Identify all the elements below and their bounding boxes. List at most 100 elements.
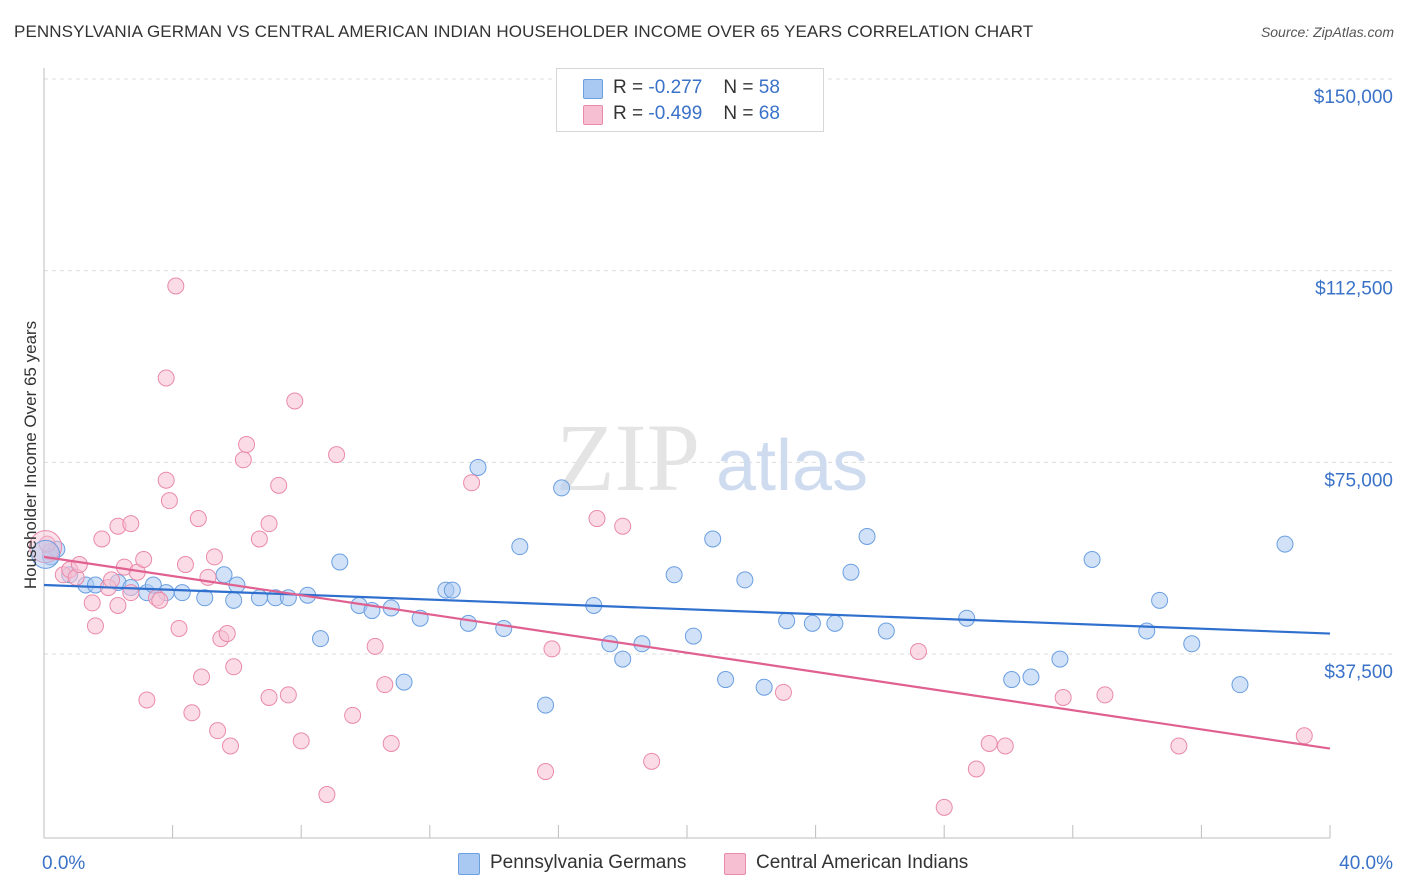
data-point-pennsylvania-germans [633, 635, 651, 653]
data-point-pennsylvania-germans [958, 609, 976, 627]
legend-n-label: N = [723, 103, 754, 124]
data-point-cluster-pennsylvania-germans [31, 539, 61, 569]
trend-line-pennsylvania-germans [43, 583, 1331, 635]
legend-n-label: N = [723, 77, 754, 98]
data-point-central-american-indians [286, 392, 304, 410]
y-axis-label: Householder Income Over 65 years [21, 321, 40, 589]
data-point-central-american-indians [366, 637, 384, 655]
data-point-central-american-indians [135, 550, 153, 568]
data-point-pennsylvania-germans [778, 612, 796, 630]
data-point-central-american-indians [93, 530, 111, 548]
y-tick-label: $37,500 [1324, 662, 1393, 683]
data-point-central-american-indians [967, 760, 985, 778]
data-point-central-american-indians [344, 706, 362, 724]
trend-line-central-american-indians [43, 555, 1331, 750]
data-point-pennsylvania-germans [704, 530, 722, 548]
data-point-central-american-indians [328, 446, 346, 464]
data-point-pennsylvania-germans [225, 591, 243, 609]
x-tick-label: 0.0% [42, 853, 85, 874]
data-point-pennsylvania-germans [684, 627, 702, 645]
data-point-central-american-indians [238, 435, 256, 453]
watermark-zip: ZIP [556, 404, 700, 511]
data-point-pennsylvania-germans [1231, 676, 1249, 694]
series-legend: Pennsylvania Germans Central American In… [0, 852, 1406, 878]
data-point-pennsylvania-germans [1051, 650, 1069, 668]
data-point-pennsylvania-germans [803, 614, 821, 632]
data-point-central-american-indians [537, 763, 555, 781]
data-point-central-american-indians [318, 786, 336, 804]
legend-swatch-blue [583, 79, 603, 99]
data-point-central-american-indians [138, 691, 156, 709]
data-point-pennsylvania-germans [1083, 550, 1101, 568]
data-point-pennsylvania-germans [331, 553, 349, 571]
data-point-central-american-indians [234, 451, 252, 469]
data-point-pennsylvania-germans [826, 614, 844, 632]
data-point-pennsylvania-germans [459, 614, 477, 632]
data-point-pennsylvania-germans [215, 566, 233, 584]
data-point-central-american-indians [167, 277, 185, 295]
data-point-pennsylvania-germans [495, 619, 513, 637]
data-point-central-american-indians [935, 798, 953, 816]
data-point-central-american-indians [614, 517, 632, 535]
data-point-pennsylvania-germans [537, 696, 555, 714]
data-point-pennsylvania-germans [1003, 671, 1021, 689]
data-point-central-american-indians [221, 737, 239, 755]
data-point-central-american-indians [225, 658, 243, 676]
data-point-central-american-indians [774, 683, 792, 701]
data-point-pennsylvania-germans [614, 650, 632, 668]
data-point-central-american-indians [250, 530, 268, 548]
data-point-pennsylvania-germans [511, 538, 529, 556]
data-point-central-american-indians [279, 686, 297, 704]
axes [43, 68, 1331, 839]
data-point-central-american-indians [643, 752, 661, 770]
data-point-central-american-indians [157, 471, 175, 489]
data-point-central-american-indians [109, 596, 127, 614]
data-point-central-american-indians [980, 734, 998, 752]
legend-r-label: R = [613, 77, 644, 98]
data-point-pennsylvania-germans [443, 581, 461, 599]
data-point-central-american-indians [1054, 688, 1072, 706]
data-point-central-american-indians [103, 571, 121, 589]
data-point-central-american-indians [376, 676, 394, 694]
data-point-pennsylvania-germans [665, 566, 683, 584]
chart-title: PENNSYLVANIA GERMAN VS CENTRAL AMERICAN … [14, 22, 1034, 41]
trend-lines [43, 555, 1331, 750]
data-point-central-american-indians [588, 510, 606, 528]
data-point-central-american-indians [996, 737, 1014, 755]
watermark: ZIP atlas [556, 404, 868, 511]
data-point-central-american-indians [122, 515, 140, 533]
data-point-central-american-indians [157, 369, 175, 387]
data-point-pennsylvania-germans [1183, 635, 1201, 653]
series-swatch-blue [458, 853, 480, 875]
data-point-central-american-indians [193, 668, 211, 686]
data-point-central-american-indians [218, 625, 236, 643]
data-point-pennsylvania-germans [553, 479, 571, 497]
legend-r-label: R = [613, 103, 644, 124]
y-tick-label: $150,000 [1314, 87, 1393, 108]
watermark-atlas: atlas [716, 426, 868, 506]
data-point-central-american-indians [170, 619, 188, 637]
legend-r-value: -0.277 [648, 77, 703, 98]
data-point-central-american-indians [209, 722, 227, 740]
data-point-pennsylvania-germans [842, 563, 860, 581]
y-tick-label: $75,000 [1324, 470, 1393, 491]
legend-n-value: 68 [758, 103, 780, 124]
legend-swatch-pink [583, 105, 603, 125]
data-point-pennsylvania-germans [1276, 535, 1294, 553]
data-point-central-american-indians [205, 548, 223, 566]
data-point-central-american-indians [176, 556, 194, 574]
data-point-central-american-indians [292, 732, 310, 750]
data-point-central-american-indians [160, 492, 178, 510]
data-point-pennsylvania-germans [858, 527, 876, 545]
data-point-central-american-indians [183, 704, 201, 722]
data-point-pennsylvania-germans [395, 673, 413, 691]
x-tick-label: 40.0% [1339, 853, 1393, 874]
data-point-pennsylvania-germans [311, 630, 329, 648]
series-swatch-pink [724, 853, 746, 875]
data-point-central-american-indians [1295, 727, 1313, 745]
y-tick-label: $112,500 [1315, 279, 1393, 300]
data-point-pennsylvania-germans [755, 678, 773, 696]
series-legend-label: Central American Indians [756, 852, 969, 873]
data-point-cluster-central-american-indians [29, 530, 63, 564]
